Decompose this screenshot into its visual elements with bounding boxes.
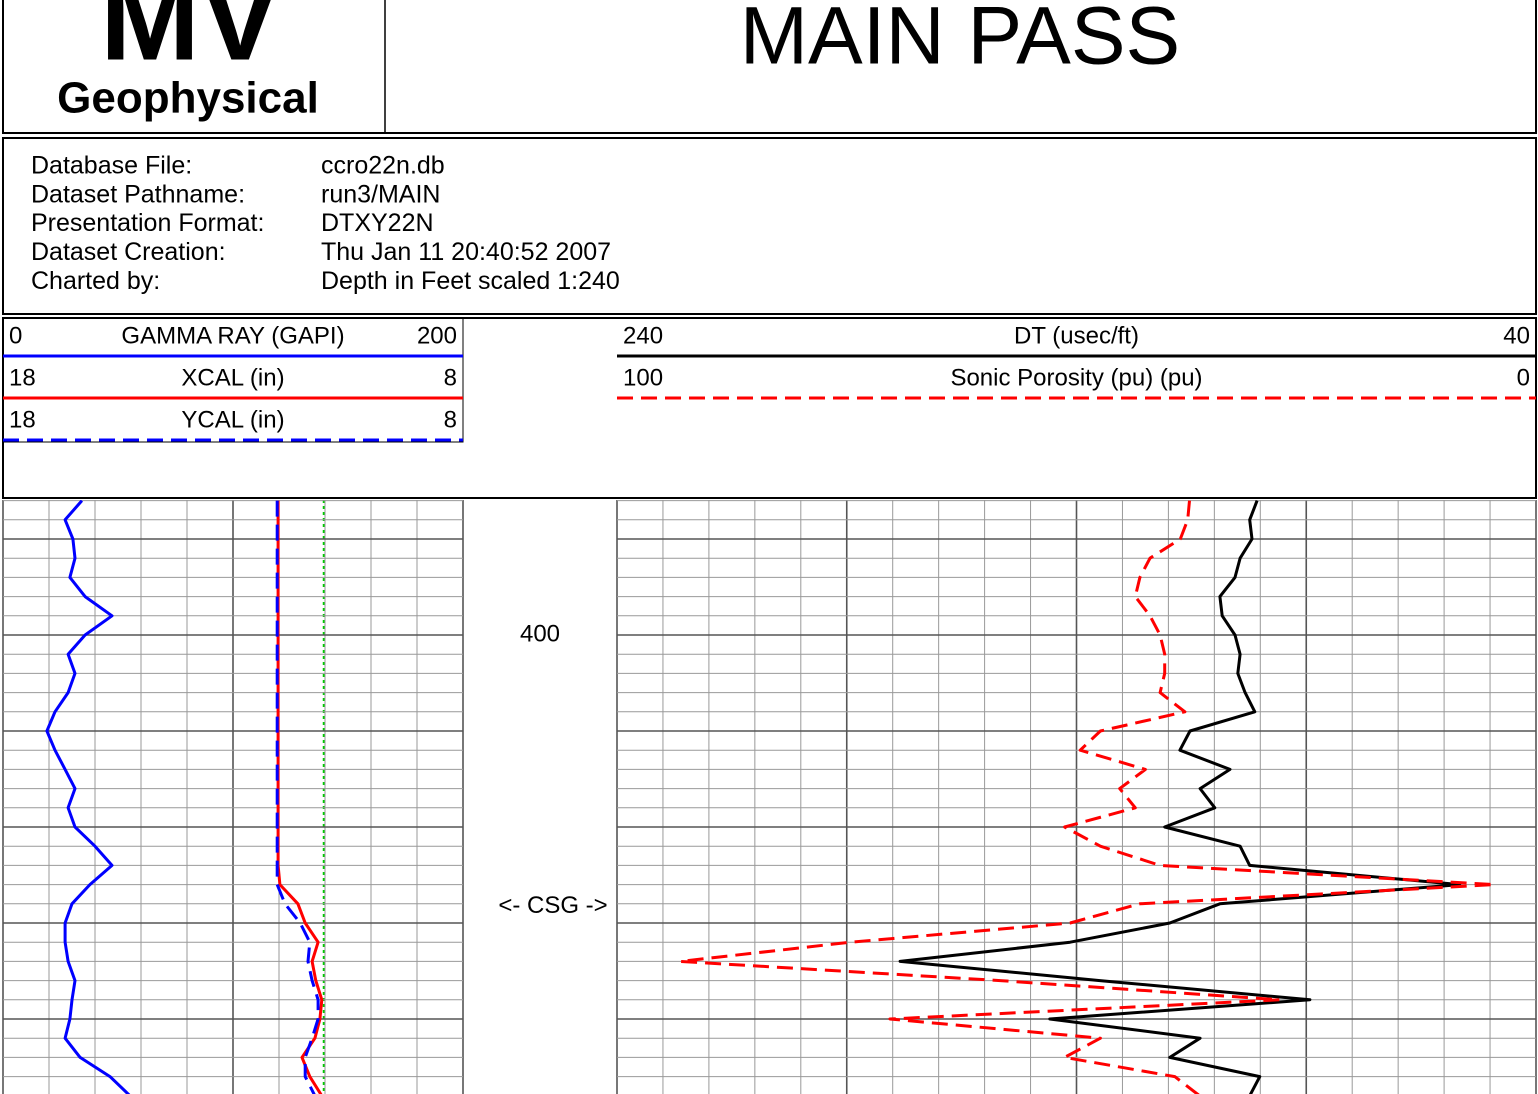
curve-right: 0 — [1517, 364, 1530, 391]
title: MAIN PASS — [740, 0, 1180, 82]
curve — [275, 500, 320, 1094]
info-value: run3/MAIN — [321, 180, 440, 208]
logo-sub: Geophysical — [57, 74, 319, 123]
track1-header — [2, 317, 464, 443]
info-label: Charted by: — [31, 267, 160, 295]
info-value: DTXY22N — [321, 209, 434, 237]
info-label: Presentation Format: — [31, 209, 264, 237]
curve-left: 240 — [623, 322, 663, 349]
curve-left: 100 — [623, 364, 663, 391]
curve-name: Sonic Porosity (pu) (pu) — [950, 364, 1202, 391]
info-value: Thu Jan 11 20:40:52 2007 — [321, 238, 611, 266]
depth-label: 400 — [520, 620, 560, 647]
annotation: <- CSG -> — [498, 892, 607, 919]
curve-name: YCAL (in) — [181, 406, 284, 433]
header-box — [2, 0, 1537, 134]
curve-name: DT (usec/ft) — [1014, 322, 1139, 349]
curve-right: 40 — [1503, 322, 1530, 349]
curve-left: 18 — [9, 364, 36, 391]
curve — [45, 500, 131, 1094]
info-value: ccro22n.db — [321, 152, 445, 180]
curve-name: GAMMA RAY (GAPI) — [121, 322, 344, 349]
curve-left: 18 — [9, 406, 36, 433]
curve-right: 200 — [417, 322, 457, 349]
curve-right: 8 — [444, 364, 457, 391]
curve-left: 0 — [9, 322, 22, 349]
logo: MV — [100, 0, 280, 86]
curve-right: 8 — [444, 406, 457, 433]
info-label: Dataset Creation: — [31, 238, 226, 266]
info-label: Database File: — [31, 152, 192, 180]
curve — [898, 500, 1462, 1094]
curve-name: XCAL (in) — [181, 364, 284, 391]
curve — [678, 500, 1497, 1094]
curve — [276, 500, 324, 1094]
info-label: Dataset Pathname: — [31, 180, 245, 208]
info-value: Depth in Feet scaled 1:240 — [321, 267, 620, 295]
info-box — [2, 137, 1537, 315]
